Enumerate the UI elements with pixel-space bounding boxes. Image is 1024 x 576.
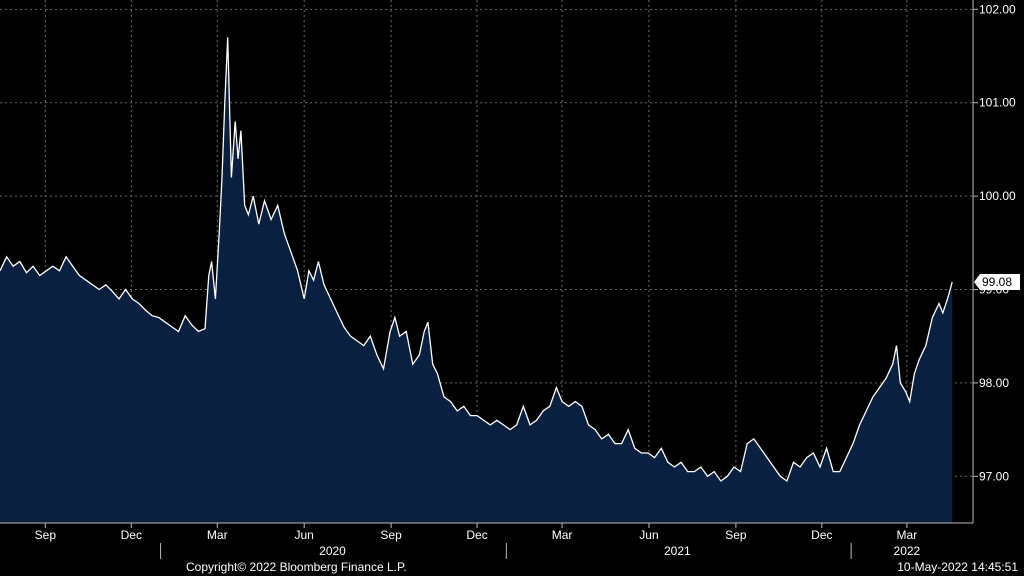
x-tick-label: Mar	[552, 528, 573, 542]
x-tick-label: Mar	[897, 528, 918, 542]
x-tick-label: Sep	[380, 528, 402, 542]
y-tick-label: 100.00	[979, 189, 1016, 203]
x-tick-label: Sep	[35, 528, 57, 542]
last-value-box	[974, 274, 1020, 291]
x-tick-label: Jun	[295, 528, 314, 542]
last-value-marker: 99.08	[974, 274, 1020, 291]
y-tick-label: 101.00	[979, 96, 1016, 110]
x-tick-label: Jun	[639, 528, 658, 542]
y-tick-label: 102.00	[979, 2, 1016, 16]
x-tick-label: Dec	[121, 528, 142, 542]
series-line	[0, 37, 953, 483]
copyright-text: Copyright© 2022 Bloomberg Finance L.P.	[186, 560, 407, 574]
series-area	[0, 37, 953, 524]
x-tick-label: Dec	[466, 528, 487, 542]
x-axis-year-labels: 2020 2021 2022	[160, 543, 921, 559]
y-tick-label: 97.00	[979, 469, 1009, 483]
year-label: 2022	[894, 544, 921, 558]
year-label: 2021	[664, 544, 691, 558]
x-tick-label: Dec	[811, 528, 832, 542]
x-tick-label: Mar	[207, 528, 228, 542]
y-tick-label: 98.00	[979, 376, 1009, 390]
last-value-label: 99.08	[982, 275, 1012, 289]
year-label: 2020	[319, 544, 346, 558]
x-tick-label: Sep	[725, 528, 747, 542]
x-axis-month-labels: Sep Dec Mar Jun Sep Dec Mar Jun Sep Dec Mar	[35, 523, 918, 542]
timestamp-text: 10-May-2022 14:45:51	[897, 560, 1018, 574]
